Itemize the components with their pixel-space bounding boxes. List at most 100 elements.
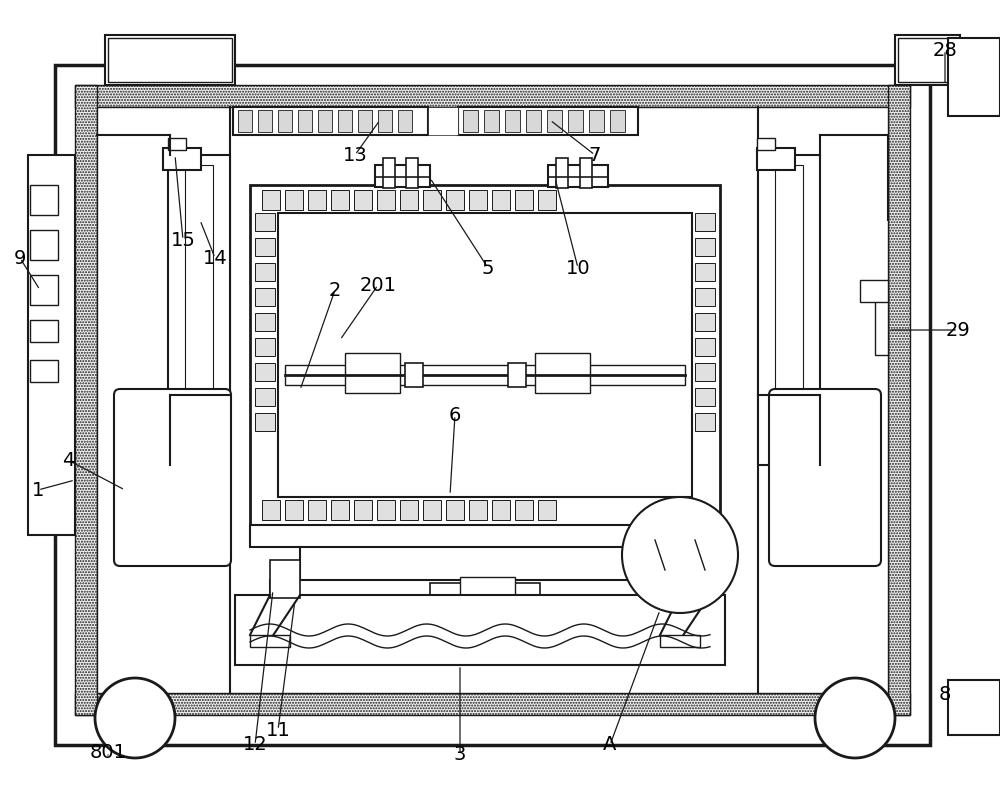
Bar (377, 500, 395, 520)
Bar (505, 110, 520, 132)
Bar (610, 110, 625, 132)
Bar (538, 500, 556, 520)
Bar (338, 110, 352, 132)
Bar (331, 500, 349, 520)
Bar (255, 263, 275, 281)
Text: 1: 1 (32, 481, 44, 500)
Bar (105, 35, 235, 85)
Bar (255, 338, 275, 356)
Text: 28: 28 (933, 40, 957, 60)
Bar (492, 190, 510, 210)
Bar (406, 158, 418, 188)
Bar (400, 190, 418, 210)
Bar (446, 190, 464, 210)
Bar (508, 363, 526, 387)
Text: 14: 14 (203, 249, 227, 268)
Bar (318, 110, 332, 132)
Text: 13: 13 (343, 146, 367, 164)
Bar (405, 363, 423, 387)
Bar (375, 165, 430, 187)
Text: 801: 801 (90, 742, 127, 762)
Bar (255, 363, 275, 381)
Bar (775, 165, 803, 455)
Bar (378, 110, 392, 132)
Bar (270, 560, 300, 598)
Bar (233, 107, 428, 135)
Bar (757, 148, 795, 170)
Text: 6: 6 (449, 405, 461, 424)
Bar (695, 413, 715, 431)
Bar (30, 275, 58, 305)
Bar (168, 155, 230, 465)
Text: 8: 8 (939, 685, 951, 704)
Bar (695, 288, 715, 306)
Bar (469, 190, 487, 210)
Bar (398, 110, 412, 132)
Bar (469, 500, 487, 520)
Bar (285, 365, 685, 385)
Bar (75, 693, 910, 715)
Bar (695, 338, 715, 356)
Bar (97, 107, 888, 693)
Bar (278, 213, 692, 497)
Bar (308, 500, 326, 520)
Bar (695, 263, 715, 281)
Bar (895, 35, 960, 85)
Bar (255, 213, 275, 231)
Bar (400, 500, 418, 520)
Bar (484, 110, 499, 132)
Bar (695, 313, 715, 331)
Bar (185, 165, 213, 455)
Text: 201: 201 (360, 275, 397, 294)
Bar (547, 110, 562, 132)
Bar (255, 238, 275, 256)
FancyBboxPatch shape (114, 389, 231, 566)
Bar (255, 288, 275, 306)
Bar (695, 238, 715, 256)
Bar (515, 190, 533, 210)
Bar (75, 85, 910, 107)
Bar (250, 525, 720, 547)
Bar (262, 190, 280, 210)
Bar (298, 110, 312, 132)
Bar (55, 65, 930, 745)
Bar (758, 155, 820, 465)
Bar (860, 280, 888, 302)
Bar (589, 110, 604, 132)
Circle shape (622, 497, 738, 613)
Bar (270, 580, 705, 602)
Bar (568, 110, 583, 132)
Bar (255, 313, 275, 331)
Bar (28, 155, 75, 535)
Bar (250, 635, 290, 647)
Bar (163, 148, 201, 170)
Bar (492, 500, 510, 520)
Text: 12: 12 (243, 736, 267, 755)
Bar (383, 158, 395, 188)
Bar (358, 110, 372, 132)
Text: 29: 29 (946, 320, 970, 339)
Bar (377, 190, 395, 210)
Text: A: A (603, 736, 617, 755)
Bar (515, 500, 533, 520)
Bar (238, 110, 252, 132)
Bar (285, 190, 303, 210)
Bar (580, 158, 592, 188)
Bar (460, 577, 515, 605)
Bar (255, 413, 275, 431)
Bar (526, 110, 541, 132)
Bar (262, 500, 280, 520)
Bar (255, 388, 275, 406)
Bar (331, 190, 349, 210)
Text: 4: 4 (62, 450, 74, 470)
Bar (680, 560, 710, 598)
Bar (285, 500, 303, 520)
Bar (30, 185, 58, 215)
Bar (354, 500, 372, 520)
Bar (428, 107, 458, 135)
Circle shape (95, 678, 175, 758)
Text: 15: 15 (171, 231, 195, 249)
Text: 2: 2 (329, 280, 341, 300)
Bar (556, 158, 568, 188)
Bar (235, 595, 725, 665)
